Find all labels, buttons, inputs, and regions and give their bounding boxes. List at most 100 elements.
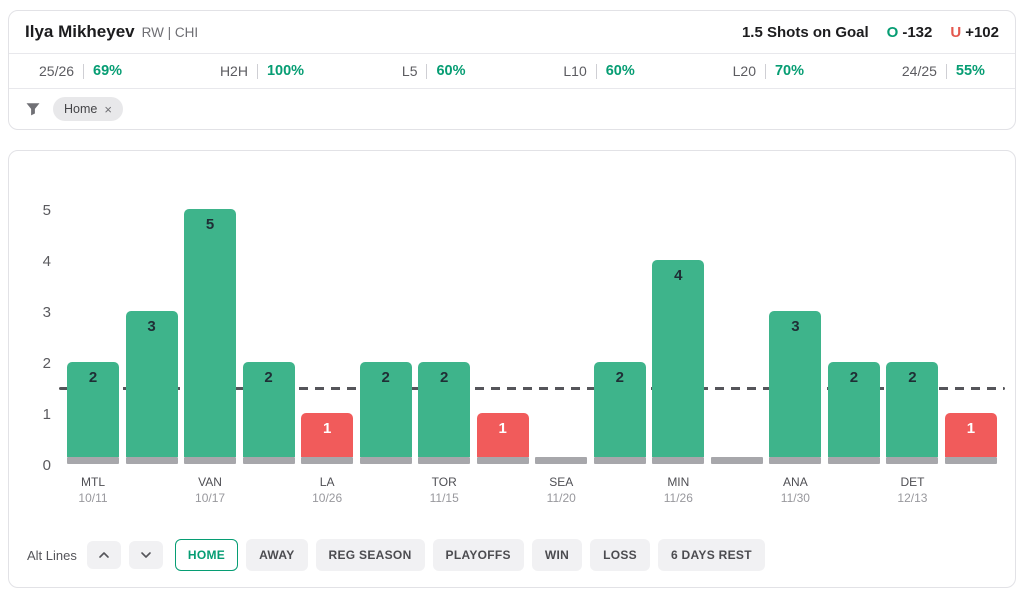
bar-fill: 2: [242, 362, 295, 457]
header-row: Ilya Mikheyev RW | CHI 1.5 Shots on Goal…: [9, 11, 1015, 53]
bar-fill: 3: [769, 311, 822, 457]
bar-base: [359, 457, 412, 464]
y-axis-tick: 0: [42, 457, 51, 474]
chevron-up-icon: [99, 552, 109, 558]
stat-item: 25/26 69%: [39, 63, 122, 79]
stat-item: L5 60%: [402, 63, 466, 79]
stat-value: 60%: [605, 63, 635, 79]
remove-chip-icon[interactable]: ×: [104, 101, 112, 117]
x-axis-label: [477, 475, 529, 507]
alt-line-up-button[interactable]: [86, 541, 121, 569]
bar-base: [184, 457, 237, 464]
bar-base: [67, 457, 119, 464]
filter-icon[interactable]: [25, 101, 41, 117]
opponent-label: DET: [900, 475, 925, 489]
stat-value: 100%: [266, 63, 305, 79]
bar-fill: 5: [184, 209, 237, 457]
filter-chip-label: Home: [64, 102, 98, 116]
filter-chip[interactable]: Home ×: [53, 97, 123, 121]
x-axis-label: SEA 11/20: [535, 475, 587, 507]
bar-fill: 2: [593, 362, 646, 457]
bar-base: [769, 457, 822, 464]
bar-base: [476, 457, 529, 464]
stat-item: L10 60%: [563, 63, 634, 79]
under-odds: U +102: [950, 24, 999, 41]
chart-plot: 2 3 5 2 1 2 2 1 2 4 3 2 2 1: [59, 209, 1005, 464]
stat-item: L20 70%: [733, 63, 804, 79]
filter-button-playoffs[interactable]: PLAYOFFS: [432, 539, 524, 571]
x-axis-label: [126, 475, 178, 507]
filter-button-home[interactable]: HOME: [174, 539, 239, 571]
x-axis-label: MIN 11/26: [652, 475, 704, 507]
stat-divider: [256, 63, 258, 79]
filter-button-away[interactable]: AWAY: [246, 539, 308, 571]
bar: 1: [944, 413, 997, 464]
bar-value-label: 2: [849, 369, 859, 386]
chart-controls: Alt Lines HOME AWAY REG SEASON PLAYOFFS WIN L…: [23, 539, 997, 571]
bar: 3: [125, 311, 178, 464]
alt-line-down-button[interactable]: [128, 541, 163, 569]
stat-value: 70%: [774, 63, 805, 79]
bar-value-label: 2: [440, 369, 449, 386]
chart-area: 0 1 2 3 4 5 2 3 5 2 1 2 2 1 2 4 3 2 2 1 MTL 10/11 VAN 10/17 LA…: [23, 202, 1005, 507]
filter-button-6-days-rest[interactable]: 6 DAYS REST: [657, 539, 765, 571]
prop-info: 1.5 Shots on Goal O -132 U +102: [742, 24, 999, 41]
bar-value-label: 1: [322, 420, 332, 437]
bar-base: [652, 457, 705, 464]
bar-base: [593, 457, 646, 464]
bar-fill: 2: [418, 362, 471, 457]
chart-card: 0 1 2 3 4 5 2 3 5 2 1 2 2 1 2 4 3 2 2 1 MTL 10/11 VAN 10/17 LA…: [8, 150, 1016, 588]
bar: 1: [476, 413, 529, 464]
bar-base: [944, 457, 997, 464]
bar: 2: [418, 362, 471, 464]
over-odds-value: -132: [902, 23, 933, 41]
stat-label: L5: [401, 63, 418, 79]
bar-value-label: 1: [966, 420, 976, 437]
stats-row: 25/26 69% H2H 100% L5 60% L10 60% L20 70% 24/25 55%: [9, 53, 1015, 88]
bar: 4: [652, 260, 705, 464]
filter-button-reg-season[interactable]: REG SEASON: [315, 539, 425, 571]
filter-button-win[interactable]: WIN: [531, 539, 583, 571]
bar-base: [535, 457, 588, 464]
game-date-label: 11/26: [663, 491, 693, 505]
chevron-down-icon: [141, 552, 151, 558]
y-axis-tick: 2: [42, 355, 51, 372]
bar-fill: 3: [125, 311, 178, 457]
bar-value-label: 3: [791, 318, 800, 335]
stat-divider: [945, 63, 947, 79]
game-date-label: 10/17: [195, 491, 226, 505]
x-axis-label: [945, 475, 997, 507]
bar: [710, 457, 763, 464]
stat-label: L20: [732, 63, 756, 79]
opponent-label: ANA: [783, 475, 808, 489]
opponent-label: MTL: [81, 475, 105, 489]
stat-value: 60%: [436, 63, 466, 79]
y-axis: 0 1 2 3 4 5: [23, 202, 57, 474]
bar-fill: 2: [886, 362, 939, 457]
bar: 5: [184, 209, 237, 464]
bar: 1: [301, 413, 354, 464]
y-axis-tick: 4: [42, 253, 51, 270]
x-axis-label: VAN 10/17: [184, 475, 236, 507]
game-date-label: 10/11: [78, 491, 108, 505]
player-prop-card: Ilya Mikheyev RW | CHI 1.5 Shots on Goal…: [8, 10, 1016, 130]
bar-fill: 1: [301, 413, 354, 457]
controls-buttons: HOME AWAY REG SEASON PLAYOFFS WIN LOSS 6 DAYS …: [171, 539, 765, 571]
x-labels: MTL 10/11 VAN 10/17 LA 10/26 TOR 11/15 SEA 11/20 M…: [67, 475, 997, 507]
opponent-label: VAN: [198, 475, 222, 489]
bar-value-label: 2: [88, 369, 98, 386]
bar-base: [710, 457, 763, 464]
stat-value: 69%: [93, 63, 123, 79]
x-axis-label: LA 10/26: [301, 475, 353, 507]
bar-base: [125, 457, 178, 464]
stat-item: 24/25 55%: [902, 63, 985, 79]
opponent-label: TOR: [431, 475, 457, 489]
stat-label: 24/25: [901, 63, 937, 79]
opponent-label: LA: [319, 475, 335, 489]
player-position-team: RW | CHI: [141, 25, 199, 40]
filter-button-loss[interactable]: LOSS: [590, 539, 650, 571]
player-info: Ilya Mikheyev RW | CHI: [25, 22, 198, 42]
bar-value-label: 2: [908, 369, 917, 386]
bar-fill: 2: [827, 362, 880, 457]
bar-base: [242, 457, 295, 464]
